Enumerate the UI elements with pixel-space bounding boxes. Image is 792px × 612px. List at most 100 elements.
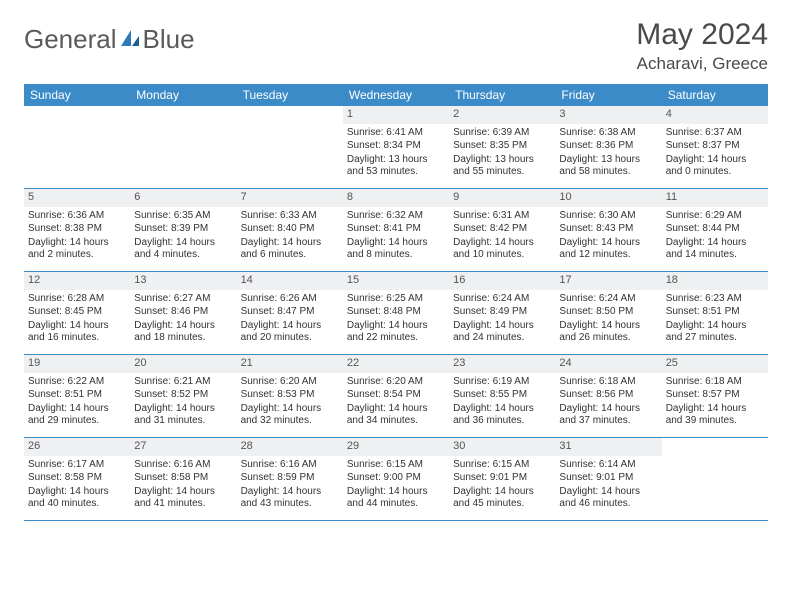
sunset-text: Sunset: 8:36 PM <box>559 140 657 153</box>
day-cell: 4Sunrise: 6:37 AMSunset: 8:37 PMDaylight… <box>662 106 768 188</box>
day-number: 11 <box>662 189 768 207</box>
day-number: 18 <box>662 272 768 290</box>
sunset-text: Sunset: 8:47 PM <box>241 306 339 319</box>
daylight-text: Daylight: 14 hours and 31 minutes. <box>134 403 232 428</box>
dow-cell: Tuesday <box>237 84 343 106</box>
day-number: 30 <box>449 438 555 456</box>
sunset-text: Sunset: 8:46 PM <box>134 306 232 319</box>
sunrise-text: Sunrise: 6:20 AM <box>347 376 445 389</box>
daylight-text: Daylight: 14 hours and 46 minutes. <box>559 486 657 511</box>
sunset-text: Sunset: 8:52 PM <box>134 389 232 402</box>
sunset-text: Sunset: 8:37 PM <box>666 140 764 153</box>
sunrise-text: Sunrise: 6:16 AM <box>134 459 232 472</box>
sunrise-text: Sunrise: 6:35 AM <box>134 210 232 223</box>
title-block: May 2024 Acharavi, Greece <box>636 18 768 74</box>
sunset-text: Sunset: 8:35 PM <box>453 140 551 153</box>
day-cell: 30Sunrise: 6:15 AMSunset: 9:01 PMDayligh… <box>449 438 555 520</box>
sunset-text: Sunset: 8:59 PM <box>241 472 339 485</box>
sunrise-text: Sunrise: 6:37 AM <box>666 127 764 140</box>
day-cell: 12Sunrise: 6:28 AMSunset: 8:45 PMDayligh… <box>24 272 130 354</box>
sunrise-text: Sunrise: 6:25 AM <box>347 293 445 306</box>
sunset-text: Sunset: 8:44 PM <box>666 223 764 236</box>
day-cell: 18 Sunrise: 6:23 AMSunset: 8:51 PMDayligh… <box>662 272 768 354</box>
sunset-text: Sunset: 8:58 PM <box>28 472 126 485</box>
day-cell: 13Sunrise: 6:27 AMSunset: 8:46 PMDayligh… <box>130 272 236 354</box>
sunrise-text: Sunrise: 6:24 AM <box>453 293 551 306</box>
sunrise-text: Sunrise: 6:24 AM <box>559 293 657 306</box>
day-cell: 10Sunrise: 6:30 AMSunset: 8:43 PMDayligh… <box>555 189 661 271</box>
daylight-text: Daylight: 14 hours and 27 minutes. <box>666 320 764 345</box>
sunrise-text: Sunrise: 6:33 AM <box>241 210 339 223</box>
day-number: 26 <box>24 438 130 456</box>
day-number: 17 <box>555 272 661 290</box>
day-cell: 8Sunrise: 6:32 AMSunset: 8:41 PMDaylight… <box>343 189 449 271</box>
daylight-text: Daylight: 14 hours and 24 minutes. <box>453 320 551 345</box>
daylight-text: Daylight: 14 hours and 16 minutes. <box>28 320 126 345</box>
sunset-text: Sunset: 8:58 PM <box>134 472 232 485</box>
sunrise-text: Sunrise: 6:41 AM <box>347 127 445 140</box>
day-number: 5 <box>24 189 130 207</box>
day-cell: 19Sunrise: 6:22 AMSunset: 8:51 PMDayligh… <box>24 355 130 437</box>
week-row: 19Sunrise: 6:22 AMSunset: 8:51 PMDayligh… <box>24 355 768 438</box>
day-cell: 2Sunrise: 6:39 AMSunset: 8:35 PMDaylight… <box>449 106 555 188</box>
sunrise-text: Sunrise: 6:32 AM <box>347 210 445 223</box>
day-number: 19 <box>24 355 130 373</box>
sunset-text: Sunset: 8:48 PM <box>347 306 445 319</box>
sunset-text: Sunset: 8:54 PM <box>347 389 445 402</box>
calendar-grid: SundayMondayTuesdayWednesdayThursdayFrid… <box>24 84 768 521</box>
day-cell: . <box>130 106 236 188</box>
daylight-text: Daylight: 14 hours and 6 minutes. <box>241 237 339 262</box>
location-label: Acharavi, Greece <box>636 54 768 74</box>
week-row: 12Sunrise: 6:28 AMSunset: 8:45 PMDayligh… <box>24 272 768 355</box>
daylight-text: Daylight: 14 hours and 34 minutes. <box>347 403 445 428</box>
sunrise-text: Sunrise: 6:18 AM <box>559 376 657 389</box>
day-cell: 27Sunrise: 6:16 AMSunset: 8:58 PMDayligh… <box>130 438 236 520</box>
day-number: 23 <box>449 355 555 373</box>
day-number: 28 <box>237 438 343 456</box>
day-cell: 14Sunrise: 6:26 AMSunset: 8:47 PMDayligh… <box>237 272 343 354</box>
day-number: 4 <box>662 106 768 124</box>
sunrise-text: Sunrise: 6:15 AM <box>453 459 551 472</box>
day-cell: 1Sunrise: 6:41 AMSunset: 8:34 PMDaylight… <box>343 106 449 188</box>
day-cell: 23Sunrise: 6:19 AMSunset: 8:55 PMDayligh… <box>449 355 555 437</box>
sunrise-text: Sunrise: 6:15 AM <box>347 459 445 472</box>
day-cell: 29Sunrise: 6:15 AMSunset: 9:00 PMDayligh… <box>343 438 449 520</box>
sunrise-text: Sunrise: 6:27 AM <box>134 293 232 306</box>
day-cell: 6Sunrise: 6:35 AMSunset: 8:39 PMDaylight… <box>130 189 236 271</box>
calendar-page: General Blue May 2024 Acharavi, Greece S… <box>0 0 792 521</box>
sunset-text: Sunset: 8:40 PM <box>241 223 339 236</box>
day-cell: 21Sunrise: 6:20 AMSunset: 8:53 PMDayligh… <box>237 355 343 437</box>
sunset-text: Sunset: 8:50 PM <box>559 306 657 319</box>
sunrise-text: Sunrise: 6:39 AM <box>453 127 551 140</box>
daylight-text: Daylight: 14 hours and 32 minutes. <box>241 403 339 428</box>
weeks-container: ...1Sunrise: 6:41 AMSunset: 8:34 PMDayli… <box>24 106 768 521</box>
sunset-text: Sunset: 9:00 PM <box>347 472 445 485</box>
sunset-text: Sunset: 8:56 PM <box>559 389 657 402</box>
sunrise-text: Sunrise: 6:14 AM <box>559 459 657 472</box>
dow-cell: Wednesday <box>343 84 449 106</box>
day-number: 31 <box>555 438 661 456</box>
sunrise-text: Sunrise: 6:23 AM <box>666 293 764 306</box>
day-number: 2 <box>449 106 555 124</box>
day-number: 8 <box>343 189 449 207</box>
daylight-text: Daylight: 14 hours and 44 minutes. <box>347 486 445 511</box>
day-cell: . <box>662 438 768 520</box>
daylight-text: Daylight: 14 hours and 40 minutes. <box>28 486 126 511</box>
day-cell: 22Sunrise: 6:20 AMSunset: 8:54 PMDayligh… <box>343 355 449 437</box>
day-cell: 20Sunrise: 6:21 AMSunset: 8:52 PMDayligh… <box>130 355 236 437</box>
daylight-text: Daylight: 14 hours and 20 minutes. <box>241 320 339 345</box>
day-cell: 16Sunrise: 6:24 AMSunset: 8:49 PMDayligh… <box>449 272 555 354</box>
sunset-text: Sunset: 8:53 PM <box>241 389 339 402</box>
day-number: 20 <box>130 355 236 373</box>
daylight-text: Daylight: 14 hours and 36 minutes. <box>453 403 551 428</box>
month-title: May 2024 <box>636 18 768 52</box>
day-cell: 9Sunrise: 6:31 AMSunset: 8:42 PMDaylight… <box>449 189 555 271</box>
week-row: 5Sunrise: 6:36 AMSunset: 8:38 PMDaylight… <box>24 189 768 272</box>
sunset-text: Sunset: 8:51 PM <box>666 306 764 319</box>
daylight-text: Daylight: 13 hours and 53 minutes. <box>347 154 445 179</box>
day-cell: 3Sunrise: 6:38 AMSunset: 8:36 PMDaylight… <box>555 106 661 188</box>
dow-cell: Monday <box>130 84 236 106</box>
daylight-text: Daylight: 14 hours and 8 minutes. <box>347 237 445 262</box>
daylight-text: Daylight: 14 hours and 39 minutes. <box>666 403 764 428</box>
day-number: 9 <box>449 189 555 207</box>
